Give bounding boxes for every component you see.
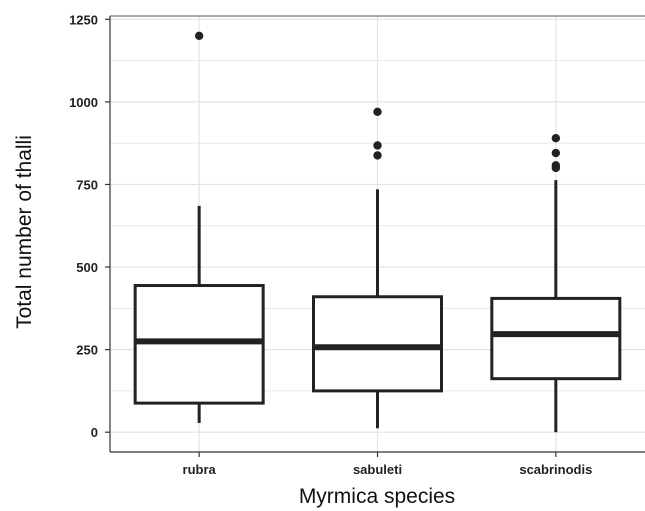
- y-tick-label: 250: [76, 343, 98, 358]
- y-tick-label: 1000: [69, 95, 98, 110]
- box-iqr: [490, 296, 622, 381]
- outlier-point: [373, 151, 382, 160]
- y-tick-label: 1250: [69, 12, 98, 27]
- x-axis-title: Myrmica species: [299, 485, 455, 508]
- box-iqr: [312, 295, 443, 393]
- y-tick-label: 750: [76, 177, 98, 192]
- x-tick-label: sabuleti: [353, 462, 402, 477]
- outlier-point: [551, 134, 561, 143]
- outlier-point: [194, 31, 204, 41]
- x-tick-label: scabrinodis: [519, 462, 592, 477]
- box-series: [133, 31, 622, 433]
- tick-labels: 0 250 500 750 1000 1250 rubra sabuleti scabrinod…: [69, 12, 592, 477]
- y-axis-title: Total number of thalli: [13, 135, 36, 329]
- y-tick-label: 500: [76, 260, 98, 275]
- outlier-point: [373, 107, 382, 116]
- x-tick-label: rubra: [183, 462, 217, 477]
- axes: [105, 15, 645, 457]
- y-tick-label: 0: [91, 425, 98, 440]
- box-sabuleti: [312, 107, 443, 429]
- outlier-point: [551, 148, 561, 158]
- outlier-point: [551, 161, 561, 170]
- box-rubra: [133, 31, 265, 423]
- box-scabrinodis: [490, 134, 622, 433]
- outlier-point: [373, 141, 382, 150]
